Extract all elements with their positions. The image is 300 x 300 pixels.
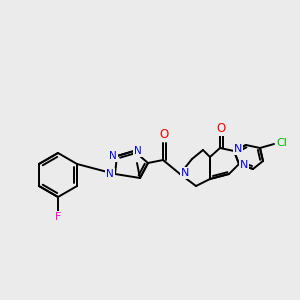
Text: O: O — [159, 128, 169, 142]
Text: N: N — [181, 168, 189, 178]
Text: N: N — [240, 160, 248, 170]
Text: N: N — [109, 151, 117, 161]
Text: Cl: Cl — [277, 138, 287, 148]
Text: N: N — [234, 144, 242, 154]
Text: N: N — [106, 169, 114, 179]
Text: O: O — [216, 122, 226, 136]
Text: N: N — [134, 146, 142, 156]
Text: F: F — [55, 212, 61, 222]
